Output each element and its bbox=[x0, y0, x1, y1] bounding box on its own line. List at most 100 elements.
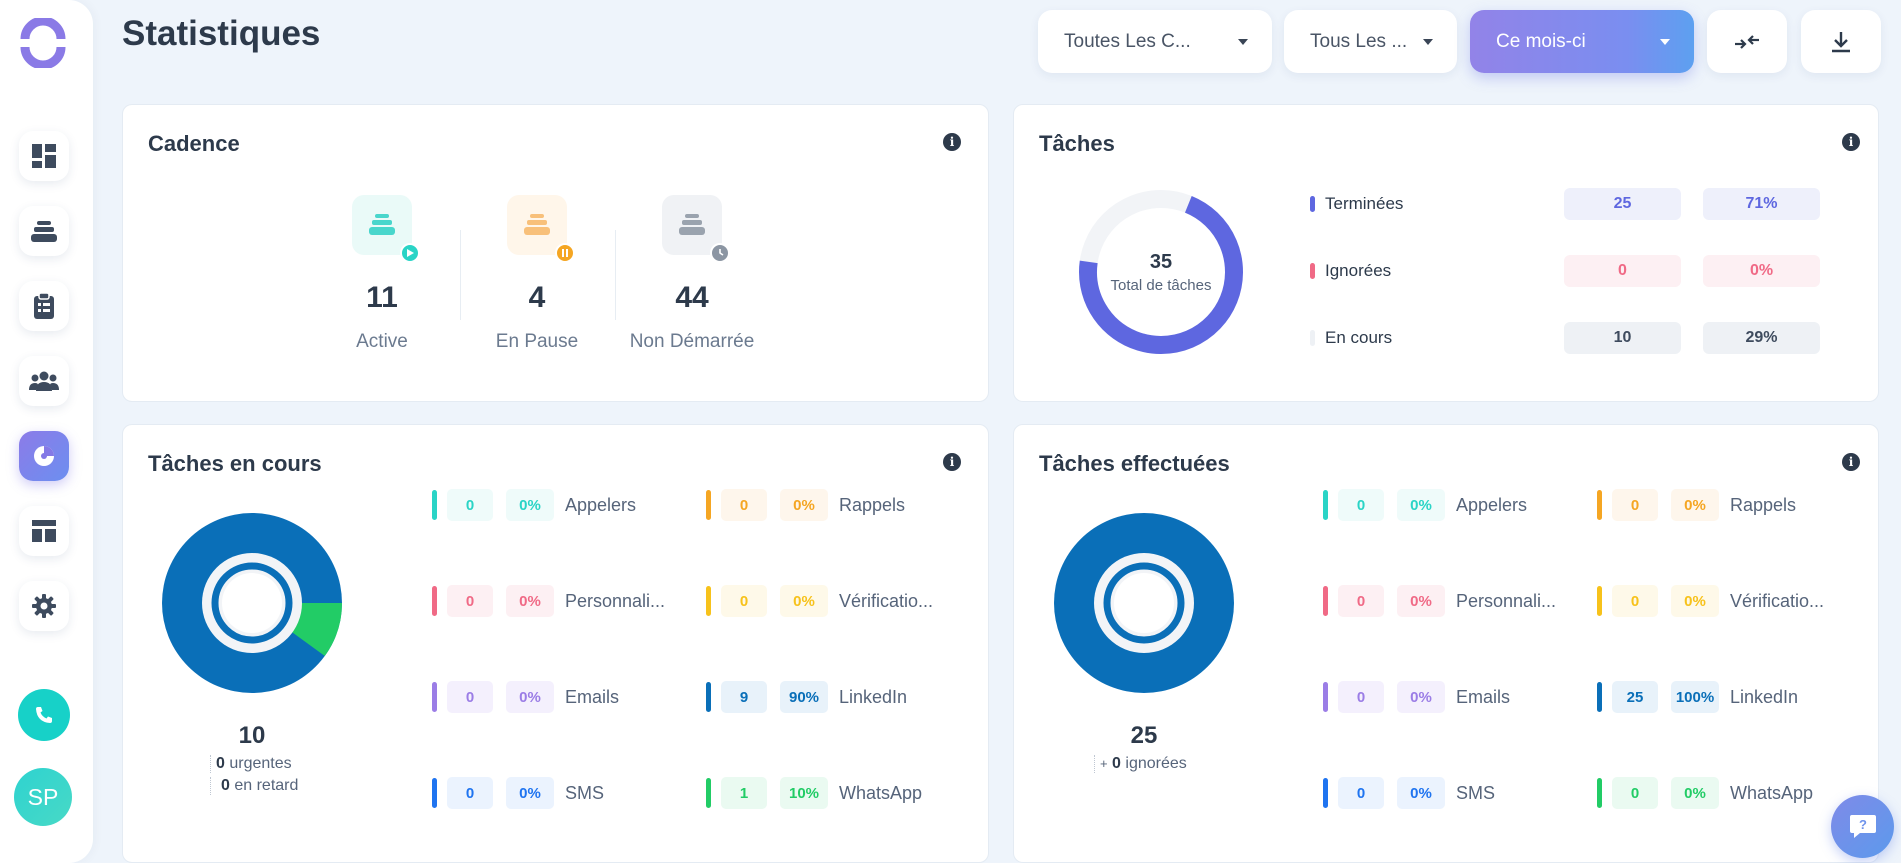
ignored-summary: + 0 ignorées bbox=[1094, 755, 1187, 773]
chat-support-button[interactable]: ? bbox=[1831, 795, 1894, 858]
category-marker bbox=[706, 778, 711, 808]
nav-tasks[interactable] bbox=[19, 281, 69, 331]
category-label: Emails bbox=[565, 687, 620, 707]
category-percent: 90% bbox=[780, 681, 828, 713]
category-count: 1 bbox=[721, 777, 767, 809]
compare-button[interactable] bbox=[1707, 10, 1787, 73]
late-count: 0 bbox=[221, 777, 230, 794]
user-filter-dropdown[interactable]: Tous Les ... bbox=[1284, 10, 1457, 73]
category-percent: 10% bbox=[780, 777, 828, 809]
play-icon bbox=[400, 243, 420, 263]
legend-marker bbox=[1310, 196, 1315, 212]
category-appelers: 0 0% Appelers bbox=[1323, 489, 1563, 521]
legend-label: En cours bbox=[1325, 328, 1393, 347]
donut-segment-terminees bbox=[1079, 190, 1243, 354]
category-verification: 0 0% Vérificatio... bbox=[706, 585, 946, 617]
category-marker bbox=[432, 586, 437, 616]
nav-dashboard[interactable] bbox=[19, 131, 69, 181]
campaign-filter-dropdown[interactable]: Toutes Les C... bbox=[1038, 10, 1272, 73]
category-personnalise: 0 0% Personnali... bbox=[1323, 585, 1563, 617]
legend-row-en-cours: En cours 10 29% bbox=[1310, 322, 1830, 354]
category-percent: 0% bbox=[780, 489, 828, 521]
svg-text:?: ? bbox=[1859, 817, 1867, 832]
category-count: 0 bbox=[1338, 585, 1384, 617]
category-label: WhatsApp bbox=[1730, 783, 1814, 803]
late-summary: 0 en retard bbox=[210, 777, 298, 795]
tasks-in-progress-card: Tâches en cours i 10 0 urgentes 0 en ret… bbox=[122, 424, 989, 863]
period-filter-dropdown[interactable]: Ce mois-ci bbox=[1470, 10, 1694, 73]
category-personnalise: 0 0% Personnali... bbox=[432, 585, 672, 617]
category-sms: 0 0% SMS bbox=[1323, 777, 1563, 809]
category-count: 0 bbox=[447, 489, 493, 521]
category-count: 0 bbox=[1338, 681, 1384, 713]
category-marker bbox=[1323, 778, 1328, 808]
download-button[interactable] bbox=[1801, 10, 1881, 73]
category-percent: 0% bbox=[1671, 489, 1719, 521]
category-percent: 0% bbox=[1671, 585, 1719, 617]
category-count: 0 bbox=[721, 585, 767, 617]
dashboard-icon bbox=[32, 144, 56, 168]
layout-icon bbox=[32, 520, 56, 542]
category-percent: 0% bbox=[1397, 681, 1445, 713]
category-percent: 0% bbox=[1671, 777, 1719, 809]
category-marker bbox=[1597, 586, 1602, 616]
category-count: 0 bbox=[1612, 585, 1658, 617]
nav-sequences[interactable] bbox=[19, 206, 69, 256]
sidebar: SP bbox=[0, 0, 93, 863]
info-icon[interactable]: i bbox=[943, 453, 961, 471]
tasks-in-progress-donut-chart bbox=[162, 513, 343, 693]
category-whatsapp: 0 0% WhatsApp bbox=[1597, 777, 1837, 809]
category-count: 0 bbox=[1612, 777, 1658, 809]
campaign-filter-value: Toutes Les C... bbox=[1064, 30, 1191, 52]
phone-icon bbox=[36, 707, 52, 723]
category-emails: 0 0% Emails bbox=[432, 681, 672, 713]
category-count: 0 bbox=[1338, 489, 1384, 521]
category-marker bbox=[706, 682, 711, 712]
category-percent: 0% bbox=[506, 585, 554, 617]
tasks-completed-total: 25 bbox=[1084, 722, 1204, 750]
late-label: en retard bbox=[234, 777, 299, 794]
category-percent: 0% bbox=[780, 585, 828, 617]
category-percent: 0% bbox=[506, 681, 554, 713]
page-title: Statistiques bbox=[122, 14, 321, 53]
info-icon[interactable]: i bbox=[1842, 453, 1860, 471]
cadence-paused-count: 4 bbox=[528, 281, 546, 314]
legend-label: Terminées bbox=[1325, 194, 1404, 213]
category-count: 0 bbox=[447, 585, 493, 617]
category-percent: 0% bbox=[1397, 585, 1445, 617]
nav-statistics[interactable] bbox=[19, 431, 69, 481]
legend-row-terminees: Terminées 25 71% bbox=[1310, 188, 1830, 220]
ignored-count: 0 bbox=[1112, 755, 1121, 772]
category-count: 25 bbox=[1612, 681, 1658, 713]
gear-icon bbox=[32, 594, 56, 618]
tasks-card: Tâches i 35 Total de tâches Terminées 25… bbox=[1013, 104, 1879, 402]
category-percent: 0% bbox=[506, 489, 554, 521]
chevron-down-icon bbox=[1660, 39, 1670, 45]
nav-contacts[interactable] bbox=[19, 356, 69, 406]
info-icon[interactable]: i bbox=[1842, 133, 1860, 151]
tasks-title: Tâches bbox=[1039, 131, 1115, 156]
info-icon[interactable]: i bbox=[943, 133, 961, 151]
category-label: Appelers bbox=[1456, 495, 1528, 515]
user-avatar[interactable]: SP bbox=[14, 768, 72, 826]
category-label: LinkedIn bbox=[839, 687, 908, 707]
category-marker bbox=[1323, 682, 1328, 712]
user-filter-value: Tous Les ... bbox=[1310, 30, 1408, 52]
nav-templates[interactable] bbox=[19, 506, 69, 556]
legend-marker bbox=[1310, 263, 1315, 279]
legend-percent: 29% bbox=[1703, 322, 1820, 354]
legend-row-ignorees: Ignorées 0 0% bbox=[1310, 255, 1830, 287]
category-label: Personnali... bbox=[565, 591, 666, 611]
call-button[interactable] bbox=[18, 689, 70, 741]
category-marker bbox=[1597, 490, 1602, 520]
tasks-completed-title: Tâches effectuées bbox=[1039, 451, 1230, 476]
category-label: WhatsApp bbox=[839, 783, 923, 803]
category-percent: 0% bbox=[1397, 777, 1445, 809]
category-count: 0 bbox=[721, 489, 767, 521]
nav-settings[interactable] bbox=[19, 581, 69, 631]
app-logo[interactable] bbox=[19, 16, 67, 70]
legend-count: 25 bbox=[1564, 188, 1681, 220]
plus-sign: + bbox=[1100, 756, 1108, 771]
category-verification: 0 0% Vérificatio... bbox=[1597, 585, 1837, 617]
pause-icon bbox=[555, 243, 575, 263]
